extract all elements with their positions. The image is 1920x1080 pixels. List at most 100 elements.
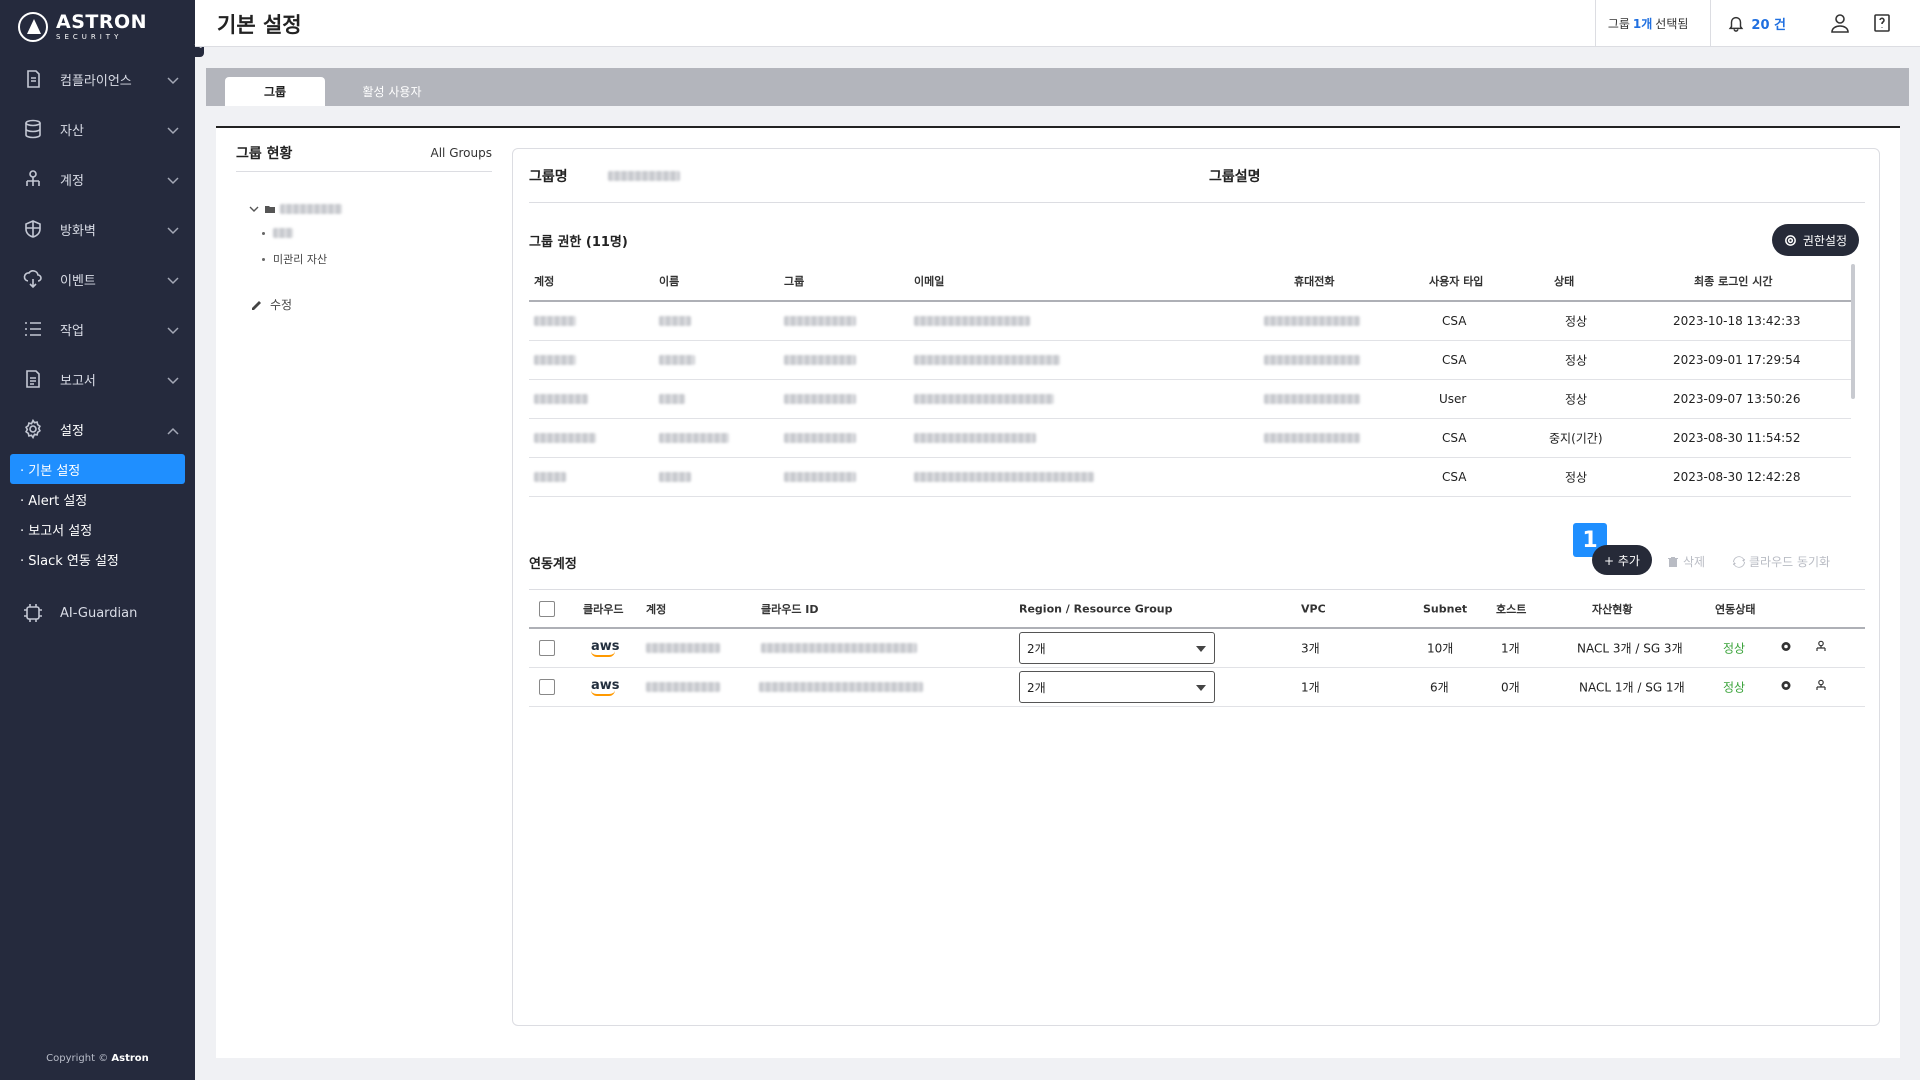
group-detail-card: 그룹명 그룹설명 그룹 권한 (11명) 권한설정 계정 이름 그룹 이메일 휴… <box>512 148 1880 1026</box>
account-users-button[interactable] <box>1814 640 1828 657</box>
col-name: 이름 <box>659 275 680 288</box>
sidebar-item-label: AI-Guardian <box>60 605 138 621</box>
cloud-sync-button[interactable]: 클라우드 동기화 <box>1733 553 1830 570</box>
sidebar-nav: 컴플라이언스 자산 계정 방화벽 이벤트 작업 <box>0 54 195 454</box>
sidebar-item-firewall[interactable]: 방화벽 <box>0 204 195 254</box>
group-tree: 미관리 자산 <box>236 198 492 272</box>
notification-count: 20 건 <box>1751 17 1786 33</box>
user-tree-icon <box>1816 640 1826 651</box>
row-checkbox[interactable] <box>539 679 555 695</box>
col-status: 상태 <box>1554 275 1575 288</box>
delete-label: 삭제 <box>1683 555 1706 569</box>
submenu-slack-settings[interactable]: · Slack 연동 설정 <box>20 553 119 569</box>
brand-name: ASTRON <box>56 11 148 33</box>
report-icon <box>22 368 44 390</box>
sidebar-item-events[interactable]: 이벤트 <box>0 254 195 304</box>
last-login: 2023-10-18 13:42:33 <box>1673 314 1801 328</box>
gear-icon <box>22 418 44 440</box>
table-row[interactable]: CSA 정상 2023-09-01 17:29:54 <box>529 341 1851 380</box>
account-users-button[interactable] <box>1814 679 1828 696</box>
tab-group[interactable]: 그룹 <box>225 77 325 106</box>
col-region: Region / Resource Group <box>1019 602 1173 615</box>
cloud-event-icon <box>22 268 44 290</box>
account-tree-icon <box>22 168 44 190</box>
group-desc-label: 그룹설명 <box>1209 168 1261 185</box>
sidebar: ASTRON SECURITY ◀ 컴플라이언스 자산 계정 방화벽 이벤트 <box>0 0 204 1080</box>
tree-node-root[interactable] <box>248 198 492 220</box>
redacted-cell <box>784 355 856 365</box>
tree-node-unmanaged[interactable]: 미관리 자산 <box>248 246 492 272</box>
permission-settings-button[interactable]: 권한설정 <box>1771 224 1859 256</box>
gear-icon <box>1781 681 1791 690</box>
col-cloud: 클라우드 <box>583 602 624 616</box>
user-profile-button[interactable] <box>1812 0 1868 46</box>
redacted-cell <box>659 355 695 365</box>
region-select[interactable]: 2개 <box>1019 632 1215 664</box>
redacted-cell <box>534 316 576 326</box>
table-row[interactable]: CSA 정상 2023-08-30 12:42:28 <box>529 458 1851 497</box>
col-phone: 휴대전화 <box>1294 275 1335 288</box>
redacted-group-name-value <box>607 170 680 181</box>
select-all-checkbox[interactable] <box>539 600 555 617</box>
tree-node-child[interactable] <box>248 220 492 246</box>
redacted-cell <box>659 472 691 482</box>
sidebar-item-assets[interactable]: 자산 <box>0 104 195 154</box>
copyright-prefix: Copyright © <box>46 1053 109 1064</box>
sidebar-item-compliance[interactable]: 컴플라이언스 <box>0 54 195 104</box>
redacted-cell <box>646 682 720 692</box>
trash-icon <box>1668 556 1678 567</box>
table-row[interactable]: User 정상 2023-09-07 13:50:26 <box>529 380 1851 419</box>
user-type: User <box>1439 392 1467 406</box>
tab-active-users[interactable]: 활성 사용자 <box>362 85 422 99</box>
redacted-cell <box>784 316 856 326</box>
add-button[interactable]: + 추가 <box>1592 545 1652 575</box>
all-groups-link[interactable]: All Groups <box>430 145 492 160</box>
help-button[interactable] <box>1868 0 1920 46</box>
submenu-report-settings[interactable]: · 보고서 설정 <box>20 523 93 539</box>
table-row[interactable]: CSA 중지(기간) 2023-08-30 11:54:52 <box>529 419 1851 458</box>
account-settings-button[interactable] <box>1779 640 1793 657</box>
linked-accounts-title: 연동계정 <box>529 557 577 572</box>
delete-button[interactable]: 삭제 <box>1667 553 1705 570</box>
redacted-child-name <box>273 228 293 238</box>
bullet-icon <box>262 257 265 261</box>
group-status-title: 그룹 현황 <box>236 145 293 162</box>
brand-tag: SECURITY <box>56 33 123 41</box>
group-selection-indicator[interactable]: 그룹 1개 선택됨 <box>1594 0 1711 46</box>
submenu-alert-settings[interactable]: · Alert 설정 <box>20 493 88 509</box>
redacted-group-name <box>280 204 342 214</box>
account-settings-button[interactable] <box>1779 679 1793 696</box>
chevron-down-icon <box>167 174 179 185</box>
notifications-button[interactable]: 20 건 <box>1710 0 1812 46</box>
col-subnet: Subnet <box>1423 602 1468 615</box>
row-checkbox[interactable] <box>539 640 555 656</box>
table-row[interactable]: aws 2개 1개 6개 0개 NACL 1개 / SG 1개 정상 <box>529 668 1865 707</box>
sidebar-item-reports[interactable]: 보고서 <box>0 354 195 404</box>
submenu-basic-settings[interactable]: · 기본 설정 <box>10 454 185 484</box>
vpc-count: 3개 <box>1301 641 1320 656</box>
user-type: CSA <box>1442 431 1467 445</box>
asset-status: NACL 3개 / SG 3개 <box>1577 641 1683 656</box>
list-icon <box>22 318 44 340</box>
region-select[interactable]: 2개 <box>1019 671 1215 703</box>
group-tree-panel: 그룹 현황 All Groups 미관리 자산 수정 <box>236 142 492 313</box>
table-row[interactable]: aws 2개 3개 10개 1개 NACL 3개 / SG 3개 정상 <box>529 629 1865 668</box>
col-host: 호스트 <box>1496 602 1527 616</box>
chevron-down-icon <box>167 224 179 235</box>
redacted-cell <box>1264 316 1360 326</box>
group-suffix: 선택됨 <box>1655 16 1689 31</box>
table-row[interactable]: CSA 정상 2023-10-18 13:42:33 <box>529 302 1851 341</box>
logo[interactable]: ASTRON SECURITY <box>0 0 195 54</box>
sidebar-item-ai-guardian[interactable]: AI-Guardian <box>0 588 195 638</box>
edit-label: 수정 <box>270 298 293 312</box>
sidebar-item-accounts[interactable]: 계정 <box>0 154 195 204</box>
chevron-down-icon <box>167 124 179 135</box>
host-count: 0개 <box>1501 680 1520 695</box>
edit-button[interactable]: 수정 <box>236 296 492 313</box>
table-scrollbar[interactable] <box>1851 264 1855 399</box>
gear-icon <box>1781 642 1791 651</box>
redacted-cell <box>1264 394 1360 404</box>
sidebar-item-tasks[interactable]: 작업 <box>0 304 195 354</box>
sidebar-item-settings[interactable]: 설정 <box>0 404 195 454</box>
user-icon <box>1831 14 1849 33</box>
